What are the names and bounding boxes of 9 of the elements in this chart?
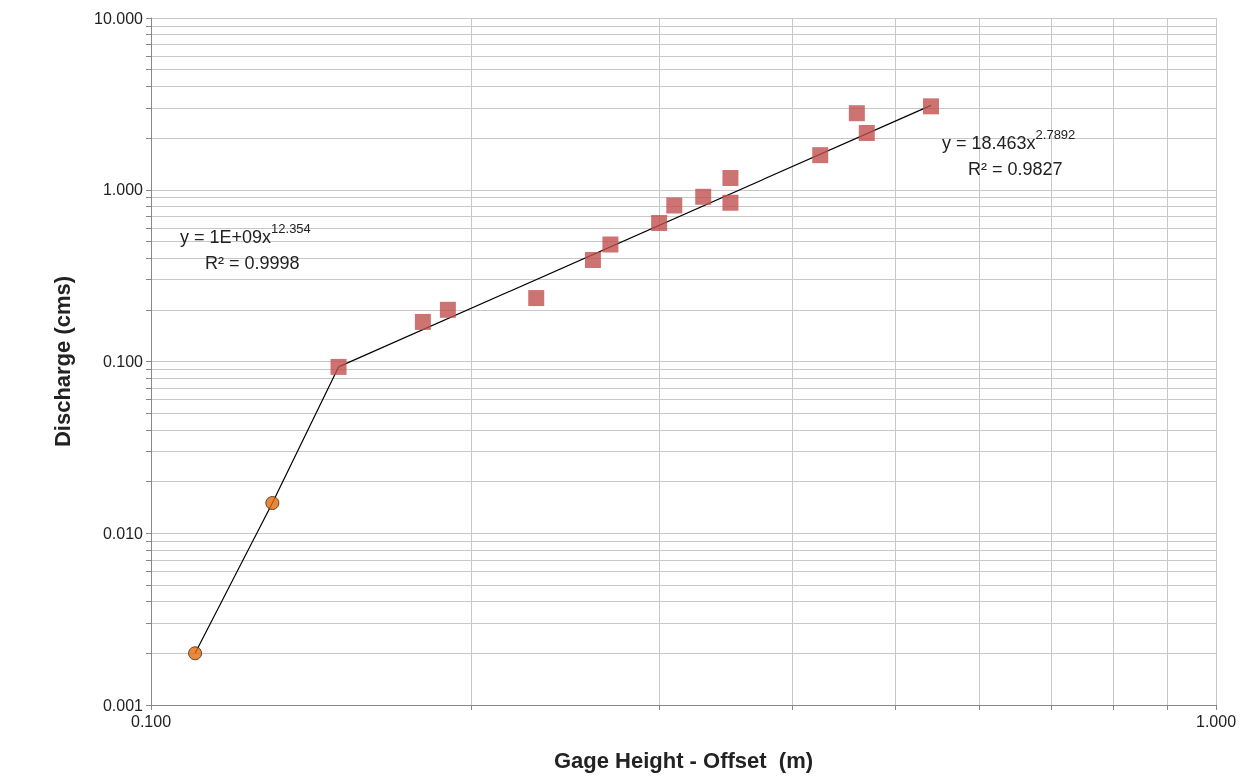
y-tick-label: 0.100: [102, 353, 144, 370]
y-tick-label: 1.000: [102, 181, 144, 199]
y-tick-label: 0.001: [102, 696, 144, 714]
annotation: R² = 0.9827: [968, 159, 1063, 179]
y-axis-title: Discharge (cms): [49, 275, 75, 448]
annotation: R² = 0.9998: [205, 253, 300, 273]
y-tick-label: 0.010: [102, 524, 144, 542]
x-axis-title: Gage Height - Offset (m): [553, 747, 814, 773]
y-tick-label: 10.000: [94, 9, 144, 27]
